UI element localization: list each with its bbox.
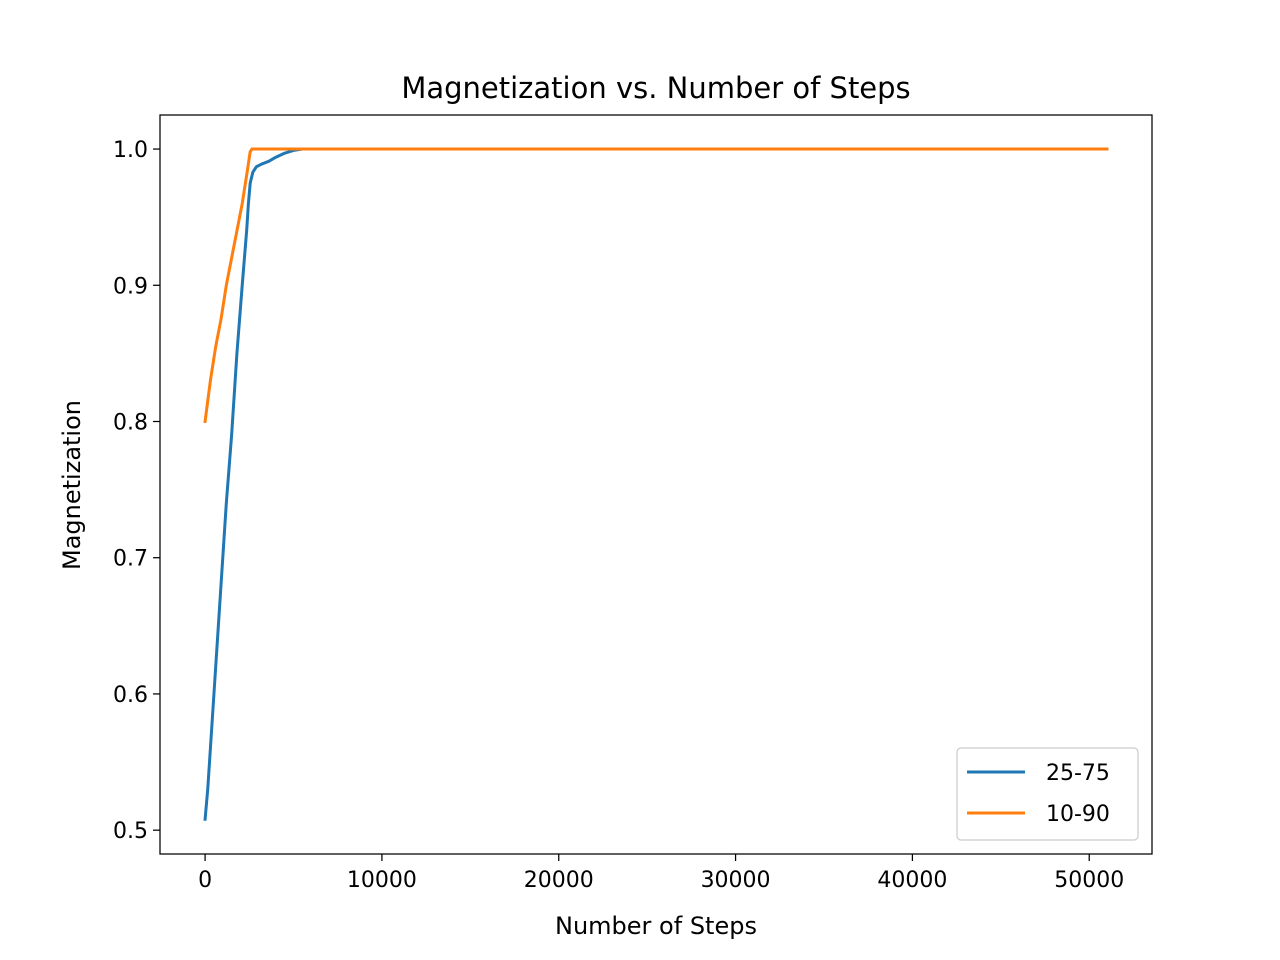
series-layer <box>203 147 1109 821</box>
legend-label-10-90: 10-90 <box>1046 802 1110 827</box>
chart-title: Magnetization vs. Number of Steps <box>401 71 910 105</box>
y-tick-label: 0.6 <box>113 683 148 708</box>
plot-frame <box>159 114 1153 855</box>
plot-area <box>159 114 1153 855</box>
x-tick-label: 40000 <box>877 868 947 893</box>
x-tick-label: 20000 <box>524 868 594 893</box>
x-tick-label: 30000 <box>701 868 771 893</box>
y-axis-label: Magnetization <box>58 400 86 570</box>
legend-label-25-75: 25-75 <box>1046 761 1110 786</box>
x-tick-label: 50000 <box>1054 868 1124 893</box>
x-axis: 0 10000 20000 30000 40000 50000 <box>198 854 1124 893</box>
y-axis: 0.5 0.6 0.7 0.8 0.9 1.0 <box>113 138 160 844</box>
x-tick-label: 10000 <box>347 868 417 893</box>
y-tick-label: 0.7 <box>113 547 148 572</box>
y-tick-label: 0.8 <box>113 410 148 435</box>
y-tick-label: 0.5 <box>113 819 148 844</box>
plot-background <box>160 115 1152 854</box>
series-line-10-90 <box>203 147 1109 424</box>
y-tick-label: 0.9 <box>113 274 148 299</box>
x-axis-label: Number of Steps <box>555 912 757 940</box>
x-tick-label: 0 <box>198 868 212 893</box>
y-tick-label: 1.0 <box>113 138 148 163</box>
legend: 25-75 10-90 <box>956 747 1139 841</box>
